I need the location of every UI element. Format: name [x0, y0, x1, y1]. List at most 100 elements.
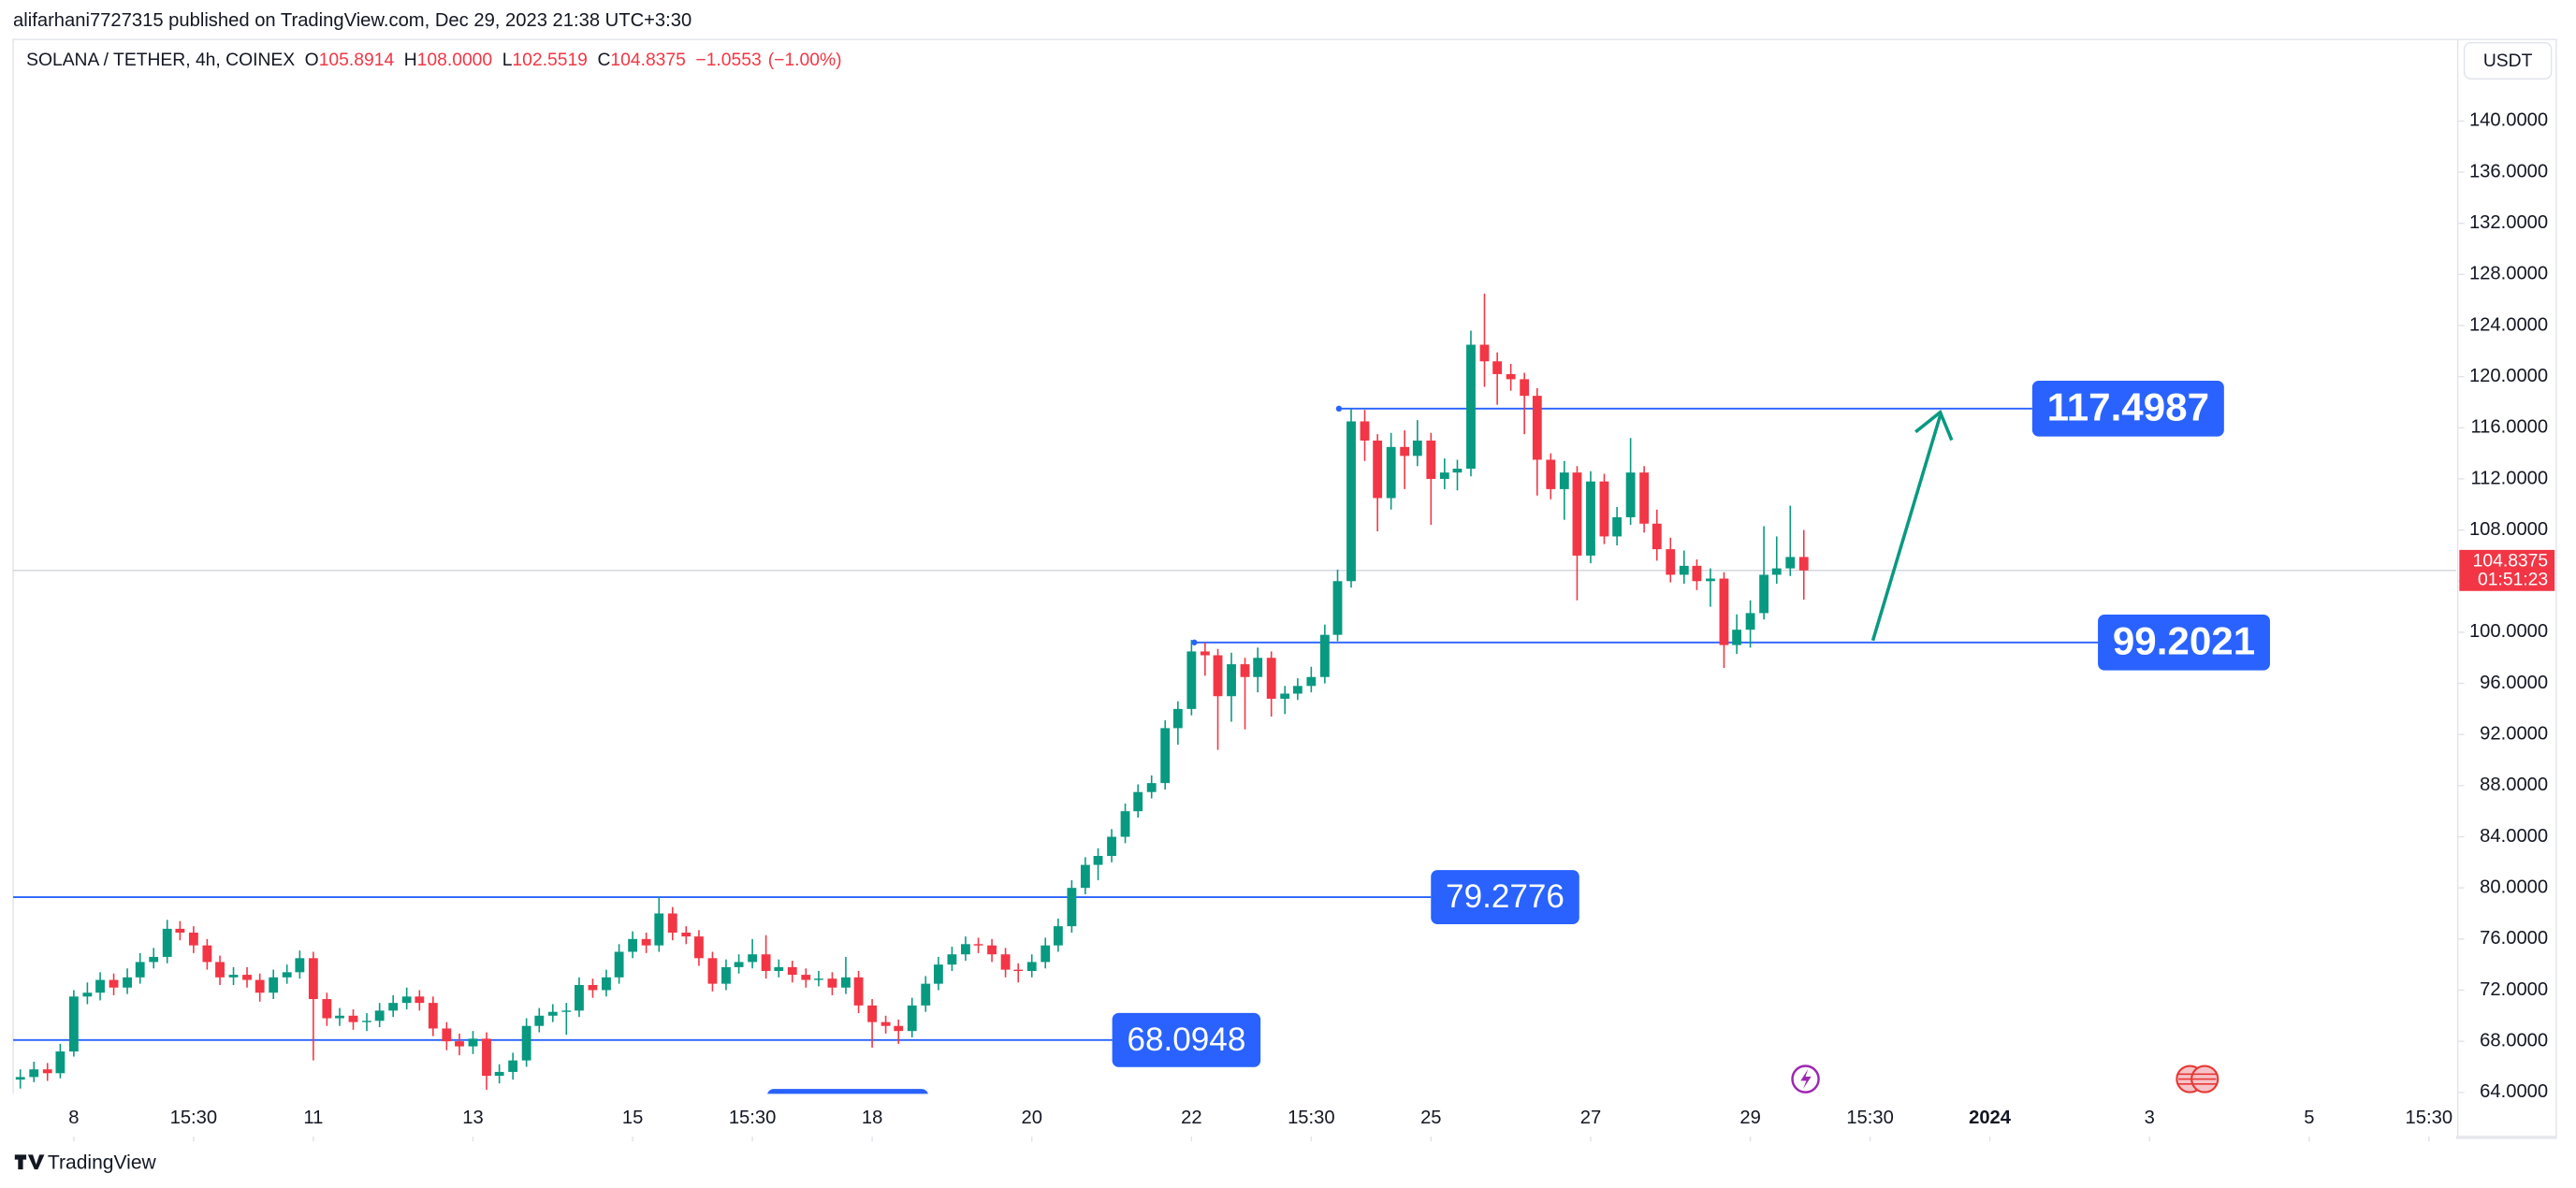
candle-body	[1306, 676, 1317, 687]
candle-body	[853, 977, 864, 1006]
x-tick-label: 27	[1580, 1108, 1601, 1128]
candle-body	[1412, 440, 1422, 456]
candle-body	[947, 954, 957, 965]
candle-body	[1759, 574, 1769, 614]
y-tick-label: 112.0000	[2470, 468, 2548, 488]
candle-body	[1706, 578, 1715, 582]
legend-value: 105.8914	[319, 51, 395, 70]
y-tick-label: 80.0000	[2480, 877, 2548, 897]
candle-body	[827, 978, 837, 988]
candle-body	[82, 992, 93, 997]
candle-body	[1346, 421, 1356, 582]
y-tick-label: 124.0000	[2469, 314, 2548, 335]
change-percent: (−1.00%)	[768, 51, 842, 70]
y-tick-label: 88.0000	[2480, 775, 2548, 795]
candle-body	[1186, 651, 1197, 709]
candle-body	[774, 966, 784, 971]
candle-body	[761, 954, 771, 971]
candle-body	[602, 977, 611, 991]
candle-body	[135, 962, 145, 978]
candle-body	[1785, 557, 1796, 569]
legend-key: L	[502, 51, 513, 70]
symbol-legend: SOLANA / TETHER, 4h, COINEX O105.8914 H108…	[26, 51, 842, 70]
candle-body	[374, 1010, 385, 1021]
candle-body	[1400, 446, 1410, 456]
x-tick-label: 11	[303, 1108, 323, 1128]
candle-body	[681, 932, 691, 937]
level-label: 99.2021	[2113, 619, 2255, 663]
candle-body	[1666, 549, 1676, 575]
candle-body	[1612, 516, 1623, 537]
candle-body	[960, 944, 970, 955]
x-tick-label: 15:30	[729, 1108, 777, 1128]
candle-body	[508, 1060, 518, 1072]
candle-body	[494, 1071, 504, 1077]
candle-body	[335, 1015, 344, 1019]
candle-body	[987, 945, 997, 955]
x-tick-label: 15:30	[1846, 1108, 1894, 1128]
candle-body	[1732, 630, 1742, 645]
change: −1.0553	[695, 51, 761, 70]
publisher-line: alifarhani7727315 published on TradingVi…	[13, 10, 691, 31]
flag-stripes	[2178, 1073, 2217, 1085]
candle-body	[1107, 836, 1116, 857]
y-tick-label: 76.0000	[2480, 928, 2548, 949]
candle-body	[748, 954, 758, 963]
x-tick-label: 22	[1181, 1108, 1201, 1128]
candle-body	[1266, 658, 1276, 699]
candle-body	[534, 1015, 545, 1026]
candle-body	[1386, 446, 1396, 499]
arrow-shaft	[1870, 414, 1943, 642]
level-label: 79.2776	[1446, 878, 1565, 915]
candle-body	[1080, 864, 1090, 889]
y-tick-label: 84.0000	[2480, 826, 2548, 847]
level-label-box	[1431, 870, 1579, 925]
candle-body	[1360, 421, 1370, 441]
candle-body	[1439, 472, 1449, 479]
candle-body	[149, 956, 159, 963]
level-label: 117.4987	[2047, 385, 2209, 429]
level-label: 68.0948	[1127, 1021, 1245, 1058]
candle-body	[867, 1005, 878, 1022]
y-tick-label: 100.0000	[2469, 621, 2548, 642]
level-label-box	[2098, 614, 2270, 671]
event-icon[interactable]	[1791, 1065, 1820, 1094]
candle-body	[282, 972, 292, 978]
candle-body	[255, 979, 265, 993]
candle-body	[68, 996, 79, 1052]
candle-body	[1172, 708, 1183, 729]
arrow-head	[1914, 409, 1954, 442]
x-tick-label: 8	[68, 1108, 79, 1128]
candle-body	[1639, 472, 1650, 524]
legend-value: 102.5519	[512, 51, 588, 70]
y-tick-label: 132.0000	[2469, 212, 2548, 233]
trend-arrow	[1870, 409, 1954, 642]
plot	[13, 293, 2456, 1091]
candle-body	[1013, 969, 1024, 972]
currency-button[interactable]	[2463, 41, 2553, 80]
candle-body	[721, 966, 731, 984]
flag-icons[interactable]	[2176, 1065, 2219, 1094]
candle-body	[162, 928, 172, 957]
currency-label[interactable]: USDT	[2483, 51, 2533, 71]
candle-body	[1227, 664, 1236, 697]
candle-body	[1599, 481, 1609, 537]
candle-body	[1319, 634, 1330, 677]
candle-body	[921, 983, 931, 1006]
candle-body	[1292, 686, 1303, 694]
candle-body	[482, 1038, 491, 1077]
candle-body	[1213, 655, 1223, 697]
x-tick-label: 29	[1739, 1108, 1760, 1128]
y-tick-label: 116.0000	[2470, 417, 2548, 438]
candle-body	[308, 958, 318, 1000]
candle-body	[547, 1011, 558, 1016]
candle-body	[641, 938, 651, 946]
y-tick-label: 140.0000	[2469, 110, 2548, 131]
x-tick-label: 13	[462, 1108, 483, 1128]
brand-name: TradingView	[48, 1152, 157, 1174]
candle-body	[894, 1025, 904, 1032]
candle-body	[707, 958, 718, 984]
candle-body	[1373, 440, 1383, 499]
candle-body	[614, 951, 624, 978]
